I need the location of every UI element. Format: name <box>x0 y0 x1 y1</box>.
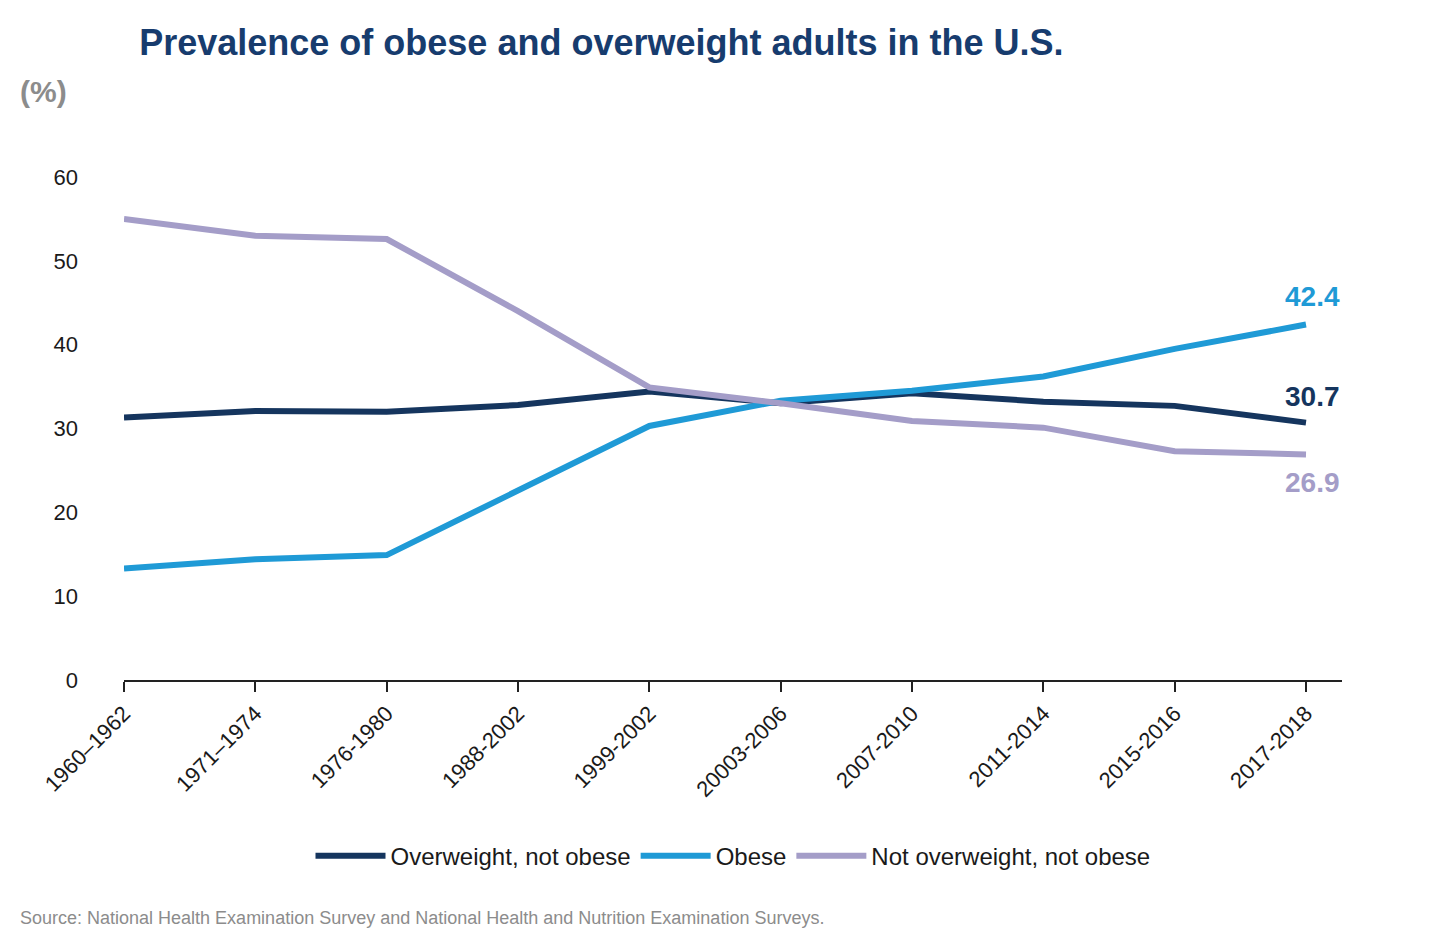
svg-text:10: 10 <box>54 584 78 609</box>
svg-text:(%): (%) <box>20 75 67 108</box>
svg-text:2007-2010: 2007-2010 <box>831 701 923 793</box>
svg-text:1971–1974: 1971–1974 <box>171 701 267 797</box>
svg-text:Not overweight, not obese: Not overweight, not obese <box>871 843 1150 870</box>
svg-text:30: 30 <box>54 416 78 441</box>
svg-text:Obese: Obese <box>716 843 787 870</box>
svg-text:Overweight, not obese: Overweight, not obese <box>391 843 631 870</box>
svg-text:2011-2014: 2011-2014 <box>964 701 1055 792</box>
svg-text:1960–1962: 1960–1962 <box>40 701 136 797</box>
svg-text:2017-2018: 2017-2018 <box>1225 701 1317 793</box>
svg-text:1976-1980: 1976-1980 <box>306 701 398 793</box>
svg-text:40: 40 <box>54 332 78 357</box>
svg-text:0: 0 <box>66 668 78 693</box>
svg-text:1999-2002: 1999-2002 <box>569 701 661 793</box>
svg-text:1988-2002: 1988-2002 <box>437 701 529 793</box>
svg-text:30.7: 30.7 <box>1285 381 1340 412</box>
svg-text:Prevalence of obese and overwe: Prevalence of obese and overweight adult… <box>139 22 1063 63</box>
svg-text:42.4: 42.4 <box>1285 281 1340 312</box>
svg-text:20: 20 <box>54 500 78 525</box>
svg-text:50: 50 <box>54 249 78 274</box>
svg-text:20003-2006: 20003-2006 <box>691 701 792 802</box>
svg-text:2015-2016: 2015-2016 <box>1094 701 1186 793</box>
svg-text:60: 60 <box>54 165 78 190</box>
svg-text:26.9: 26.9 <box>1285 467 1340 498</box>
svg-text:Source: National Health Examin: Source: National Health Examination Surv… <box>20 908 824 928</box>
